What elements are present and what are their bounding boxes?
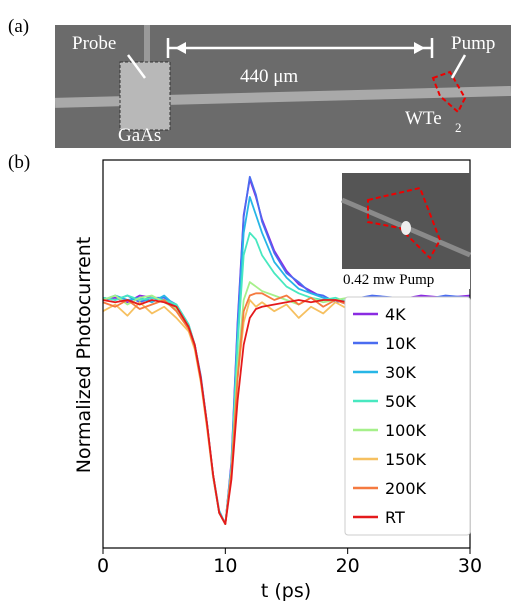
wte-subscript: 2 bbox=[455, 120, 462, 135]
legend-label: 10K bbox=[385, 334, 416, 353]
wte-label: WTe bbox=[405, 108, 442, 129]
x-tick-label: 10 bbox=[213, 555, 237, 577]
gaas-label: GaAs bbox=[118, 125, 161, 146]
legend-label: RT bbox=[385, 508, 405, 527]
legend-label: 150K bbox=[385, 450, 427, 469]
probe-line bbox=[144, 25, 150, 65]
x-tick-label: 30 bbox=[458, 555, 482, 577]
arrow-head bbox=[414, 42, 425, 54]
y-axis-label: Normalized Photocurrent bbox=[73, 237, 95, 474]
gaas-pad bbox=[119, 61, 171, 131]
pump-arrow bbox=[450, 54, 467, 79]
x-tick-label: 20 bbox=[336, 555, 360, 577]
x-axis-label: t (ps) bbox=[261, 580, 311, 602]
inset-spot bbox=[401, 221, 411, 235]
legend-box bbox=[344, 296, 471, 536]
pump-label: Pump bbox=[451, 33, 495, 54]
legend-label: 100K bbox=[385, 421, 427, 440]
inset-caption-bg bbox=[342, 269, 470, 289]
probe-arrow bbox=[126, 54, 147, 79]
arrow-head bbox=[175, 42, 186, 54]
panel-label: (b) bbox=[8, 152, 30, 173]
sample-outline bbox=[431, 70, 467, 114]
probe-label: Probe bbox=[72, 33, 116, 54]
distance-label: 440 μm bbox=[240, 66, 298, 87]
panel-label: (a) bbox=[8, 16, 29, 37]
legend-label: 30K bbox=[385, 363, 416, 382]
legend-label: 50K bbox=[385, 392, 416, 411]
legend-label: 4K bbox=[385, 305, 406, 324]
legend-label: 200K bbox=[385, 479, 427, 498]
x-tick-label: 0 bbox=[97, 555, 109, 577]
inset-outline bbox=[367, 186, 442, 260]
inset-label: 0.42 mw Pump bbox=[343, 272, 434, 288]
